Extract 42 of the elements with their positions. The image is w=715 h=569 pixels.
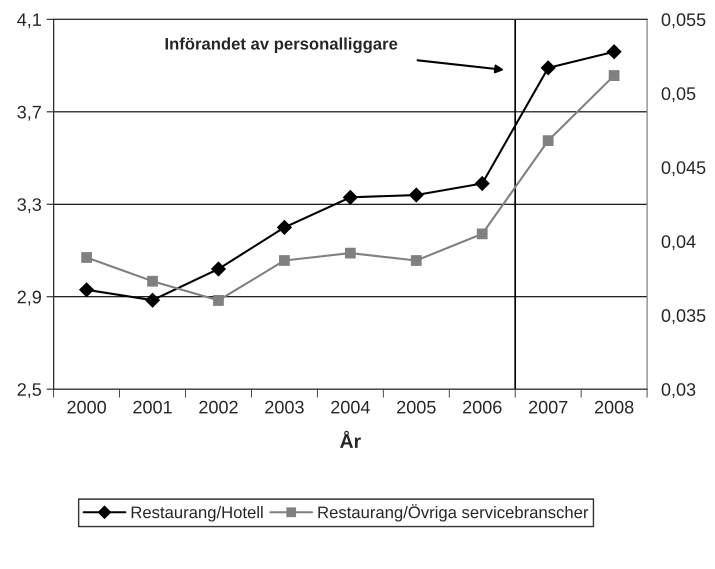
- point: [81, 252, 92, 263]
- y-tick-label: 2,5: [18, 383, 42, 398]
- point: [213, 295, 224, 306]
- y-tick-label: 3,7: [17, 106, 41, 121]
- point: [476, 228, 488, 240]
- x-tick-label: 2002: [199, 400, 238, 414]
- y2-tick-label: 0,045: [662, 161, 706, 176]
- x-tick-label: 2001: [133, 400, 172, 414]
- legend-label: Restaurang/Övriga servicebranscher: [318, 504, 588, 522]
- y2-tick-label: 0,05: [662, 87, 696, 102]
- y-tick-label: 4,1: [17, 13, 41, 28]
- point: [342, 190, 358, 205]
- y2-tick-label: 0,04: [662, 235, 696, 250]
- y2-tick-label: 0,035: [662, 309, 706, 324]
- point: [474, 176, 490, 191]
- x-tick-label: 2006: [463, 400, 502, 414]
- point: [408, 188, 424, 202]
- x-axis-title: År: [340, 430, 361, 448]
- x-tick-label: 2008: [594, 400, 634, 414]
- y2-tick-label: 0,055: [662, 13, 706, 28]
- point: [344, 248, 356, 258]
- point: [608, 70, 620, 81]
- point: [279, 255, 290, 266]
- y-tick-label: 2,9: [18, 290, 41, 306]
- x-tick-label: 2007: [528, 400, 568, 414]
- point: [277, 220, 292, 235]
- x-tick-label: 2004: [331, 400, 370, 414]
- y2-tick-label: 0,03: [662, 383, 696, 398]
- legend-label: Restaurang/Hotell: [132, 506, 263, 522]
- point: [540, 60, 556, 76]
- point: [147, 276, 158, 287]
- x-tick-label: 2000: [67, 400, 106, 414]
- point: [145, 292, 160, 308]
- point: [211, 262, 226, 276]
- y-tick-label: 3,3: [17, 198, 42, 214]
- point: [410, 255, 422, 266]
- point: [606, 44, 622, 60]
- point: [79, 282, 94, 298]
- x-tick-label: 2005: [397, 400, 436, 414]
- point: [542, 135, 554, 146]
- x-tick-label: 2003: [265, 400, 304, 414]
- annotation: Införandet av personalliggare: [166, 37, 398, 54]
